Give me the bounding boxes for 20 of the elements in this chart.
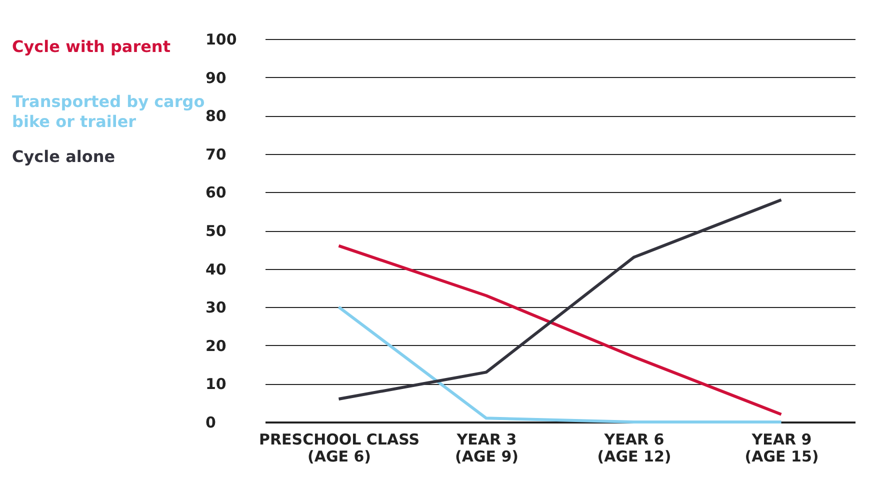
- y-tick-label: 10: [206, 375, 226, 394]
- y-tick-label: 80: [206, 107, 226, 126]
- text: Transported by cargo bike or trailer: [12, 92, 205, 131]
- line-series: [337, 198, 783, 401]
- y-tick-label: 40: [206, 260, 226, 278]
- y-tick-label: 30: [206, 298, 226, 317]
- y-tick-label: 0: [206, 414, 216, 432]
- text: Cycle alone: [12, 147, 116, 166]
- x-tick-label: PRESCHOOL CLASS (AGE 6): [258, 430, 420, 466]
- y-tick-label: 60: [206, 184, 226, 202]
- x-tick-label: YEAR 3 (AGE 9): [454, 430, 519, 466]
- x-tick-label: YEAR 9 (AGE 15): [744, 430, 819, 466]
- y-tick-label: 100: [206, 30, 237, 48]
- x-tick-label: YEAR 6 (AGE 12): [597, 430, 672, 466]
- text: Cycle with parent: [12, 37, 171, 56]
- y-tick-label: 70: [206, 145, 226, 164]
- line-series: [337, 244, 783, 416]
- y-tick-label: 90: [206, 68, 226, 87]
- y-tick-label: 20: [206, 336, 226, 355]
- y-tick-label: 50: [206, 222, 226, 240]
